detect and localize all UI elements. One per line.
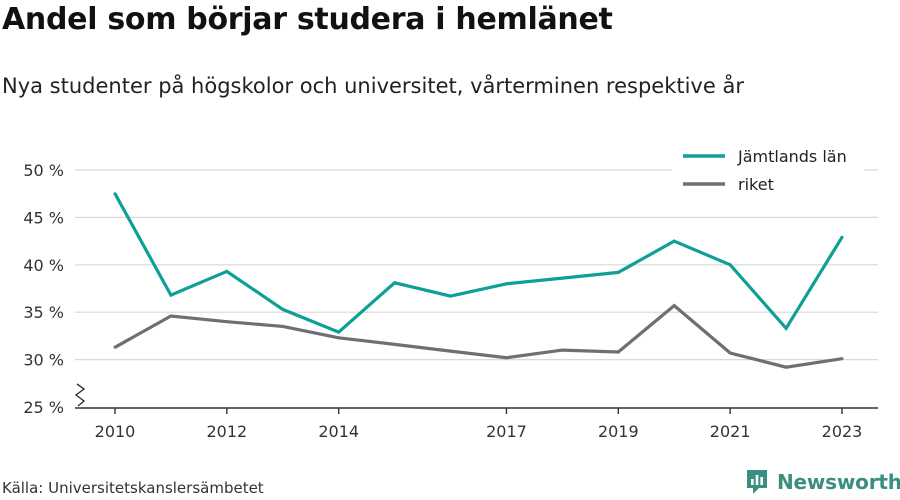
data-point-jamtland [672, 239, 676, 243]
data-point-riket [784, 365, 788, 369]
x-tick-label: 2019 [598, 422, 639, 441]
data-point-jamtland [840, 235, 844, 239]
data-point-jamtland [337, 330, 341, 334]
x-tick-label: 2021 [710, 422, 751, 441]
chart-title: Andel som börjar studera i hemlänet [2, 2, 613, 37]
y-tick-label: 45 % [23, 208, 64, 227]
legend-label: Jämtlands län [737, 147, 847, 166]
x-tick-label: 2012 [206, 422, 247, 441]
x-tick-label: 2023 [822, 422, 863, 441]
data-point-jamtland [393, 281, 397, 285]
data-point-jamtland [784, 326, 788, 330]
data-point-riket [616, 350, 620, 354]
legend-label: riket [738, 175, 774, 194]
data-point-riket [225, 320, 229, 324]
legend-background [672, 140, 864, 198]
axis-break-marker [74, 383, 86, 407]
data-point-jamtland [449, 294, 453, 298]
data-point-riket [672, 304, 676, 308]
brand-logo: Newsworthy [745, 468, 900, 496]
y-tick-label: 40 % [23, 256, 64, 275]
data-point-jamtland [560, 276, 564, 280]
data-point-riket [504, 356, 508, 360]
x-tick-label: 2017 [486, 422, 527, 441]
source-note: Källa: Universitetskanslersämbetet [2, 479, 264, 497]
series-line-riket [114, 303, 843, 369]
x-tick-label: 2010 [95, 422, 136, 441]
data-point-riket [113, 345, 117, 349]
data-point-riket [169, 314, 173, 318]
data-point-jamtland [616, 270, 620, 274]
data-point-riket [393, 342, 397, 346]
data-point-jamtland [281, 307, 285, 311]
data-point-riket [728, 351, 732, 355]
y-tick-label: 30 % [23, 351, 64, 370]
x-tick-label: 2014 [318, 422, 359, 441]
axes: 25 % 30 % 35 % 40 % 45 % 50 % 2010 2012 2014 2017… [23, 161, 878, 441]
data-point-riket [281, 324, 285, 328]
series-lines [113, 192, 844, 369]
y-tick-label: 35 % [23, 303, 64, 322]
data-point-jamtland [225, 269, 229, 273]
data-point-riket [560, 348, 564, 352]
data-point-riket [337, 336, 341, 340]
line-chart: 25 % 30 % 35 % 40 % 45 % 50 % 2010 2012 2014 2017… [23, 140, 878, 441]
y-tick-label: 25 % [23, 398, 64, 417]
data-point-riket [449, 349, 453, 353]
data-point-riket [840, 357, 844, 361]
brand-name: Newsworthy [777, 470, 900, 494]
data-point-jamtland [504, 282, 508, 286]
data-point-jamtland [728, 263, 732, 267]
legend: Jämtlands län riket [672, 140, 864, 198]
gridlines [75, 169, 878, 361]
newsworthy-logo-icon [747, 470, 767, 494]
data-point-jamtland [113, 192, 117, 196]
y-tick-label: 50 % [23, 161, 64, 180]
data-point-jamtland [169, 293, 173, 297]
series-line-jamtland [113, 192, 844, 334]
chart-subtitle: Nya studenter på högskolor och universit… [2, 74, 744, 98]
